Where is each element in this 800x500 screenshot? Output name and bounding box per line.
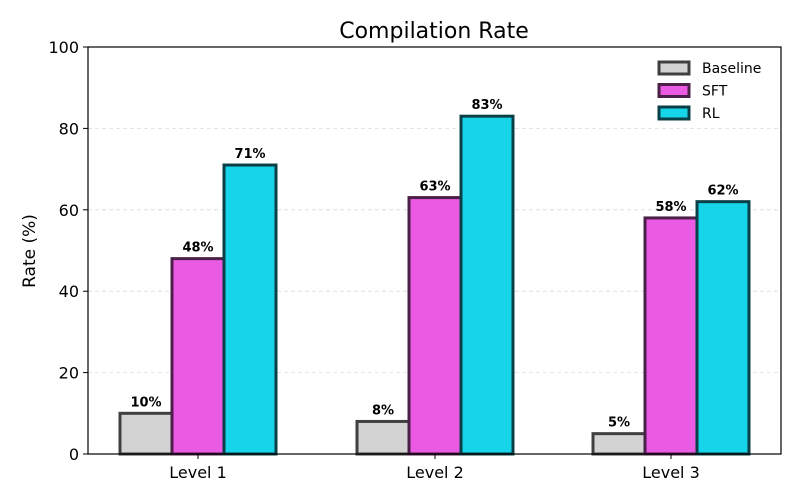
legend-label: Baseline: [702, 61, 761, 77]
data-label: 48%: [182, 241, 213, 256]
legend-label: RL: [702, 106, 720, 122]
legend-label: SFT: [702, 84, 728, 100]
data-label: 5%: [608, 416, 630, 431]
bar-baseline-level-2: [355, 419, 411, 456]
data-label: 71%: [234, 147, 265, 162]
y-axis-label: Rate (%): [20, 214, 40, 288]
data-label: 8%: [372, 403, 394, 418]
data-labels: 10% 48% 71% 8% 63% 83% 5% 58% 62%: [130, 98, 738, 430]
data-label: 10%: [130, 395, 161, 410]
data-label: 83%: [471, 98, 502, 113]
legend-swatch: [657, 60, 691, 76]
chart-title: Compilation Rate: [339, 19, 529, 44]
legend-swatch: [657, 105, 691, 121]
x-tick-label: Level 2: [406, 463, 464, 482]
bar-rl-level-3: [695, 200, 751, 456]
y-tick-label: 80: [59, 119, 79, 138]
bar-rl-level-1: [222, 163, 278, 456]
data-label: 62%: [707, 184, 738, 199]
y-tick-label: 60: [59, 201, 79, 220]
legend: Baseline SFT RL: [657, 60, 761, 122]
bar-baseline-level-1: [118, 411, 174, 456]
bar-rl-level-2: [459, 114, 515, 456]
y-tick-label: 100: [48, 38, 79, 57]
legend-swatch: [657, 83, 691, 98]
bar-sft-level-1: [170, 257, 226, 456]
y-tick-label: 20: [59, 364, 79, 383]
data-label: 58%: [655, 200, 686, 215]
x-tick-label: Level 3: [642, 463, 700, 482]
data-label: 63%: [419, 180, 450, 195]
bar-sft-level-3: [643, 216, 699, 456]
x-tick-label: Level 1: [169, 463, 227, 482]
y-tick-label: 40: [59, 282, 79, 301]
bar-baseline-level-3: [591, 432, 647, 456]
bars: [118, 114, 751, 456]
bar-sft-level-2: [407, 196, 463, 456]
y-axis-ticks: 0 20 40 60 80 100: [48, 38, 88, 464]
x-axis-ticks: Level 1 Level 2 Level 3: [169, 454, 700, 482]
y-tick-label: 0: [69, 445, 79, 464]
